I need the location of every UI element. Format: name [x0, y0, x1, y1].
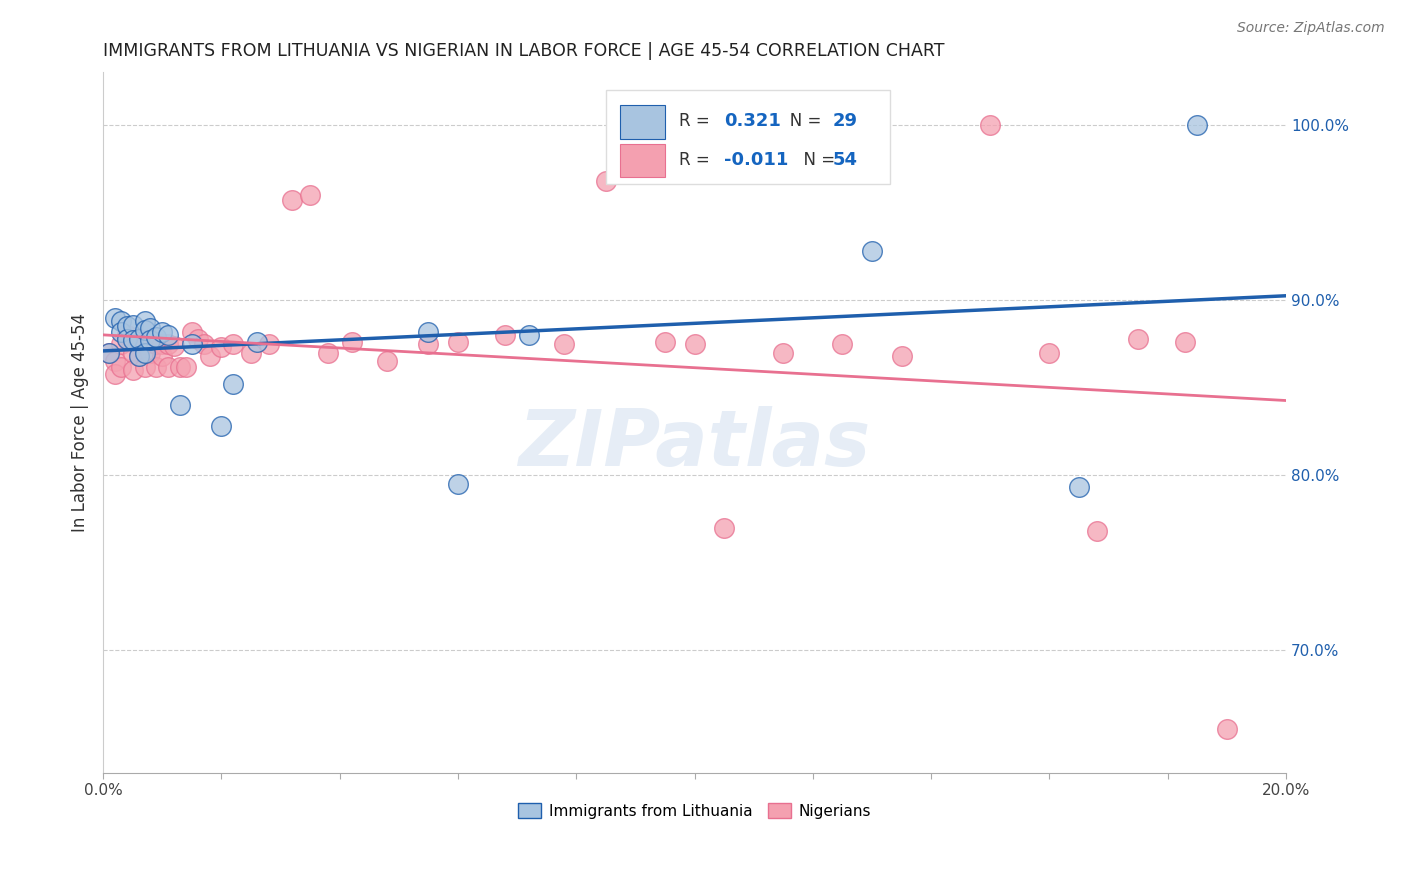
Point [222, 377, 245, 392]
Point [128, 349, 150, 363]
Point [98, 345, 121, 359]
Point [209, 340, 232, 354]
Point [128, 332, 150, 346]
Point [139, 332, 162, 346]
Point [139, 345, 162, 359]
Point [157, 359, 180, 374]
Point [134, 336, 156, 351]
Point [104, 354, 127, 368]
Point [1085, 524, 1108, 538]
Point [713, 521, 735, 535]
Point [553, 336, 575, 351]
Point [115, 319, 138, 334]
Point [187, 332, 209, 346]
Y-axis label: In Labor Force | Age 45-54: In Labor Force | Age 45-54 [72, 313, 89, 533]
Point [98, 345, 121, 359]
Point [115, 332, 138, 346]
Text: -0.011: -0.011 [724, 151, 789, 169]
FancyBboxPatch shape [620, 144, 665, 178]
Point [193, 336, 215, 351]
Point [209, 419, 232, 434]
Point [1067, 480, 1090, 494]
Point [139, 333, 162, 347]
Point [174, 359, 197, 374]
Point [654, 334, 676, 349]
Point [150, 336, 173, 351]
Text: 0.321: 0.321 [724, 112, 780, 130]
Point [222, 336, 245, 351]
Point [104, 367, 127, 381]
FancyBboxPatch shape [606, 90, 890, 185]
Point [145, 359, 167, 374]
Point [198, 349, 221, 363]
Point [375, 354, 398, 368]
Point [121, 333, 143, 347]
Point [595, 174, 617, 188]
Point [257, 336, 280, 351]
Point [418, 325, 440, 339]
Point [134, 359, 156, 374]
Point [145, 330, 167, 344]
Point [128, 332, 150, 346]
Point [163, 338, 186, 352]
Point [240, 345, 263, 359]
Point [316, 345, 339, 359]
Point [890, 349, 912, 363]
Point [169, 398, 191, 412]
Point [180, 336, 202, 351]
Point [180, 325, 202, 339]
Point [150, 349, 173, 363]
Point [157, 328, 180, 343]
Text: N =: N = [793, 151, 841, 169]
Point [128, 349, 150, 363]
Point [1174, 334, 1197, 349]
Point [979, 118, 1001, 132]
Point [110, 325, 132, 339]
Point [447, 476, 470, 491]
Point [1126, 332, 1149, 346]
Point [860, 244, 883, 258]
Text: R =: R = [679, 151, 716, 169]
Text: 54: 54 [832, 151, 858, 169]
Point [1216, 722, 1239, 736]
Point [517, 328, 540, 343]
Point [157, 336, 180, 351]
Text: IMMIGRANTS FROM LITHUANIA VS NIGERIAN IN LABOR FORCE | AGE 45-54 CORRELATION CHA: IMMIGRANTS FROM LITHUANIA VS NIGERIAN IN… [103, 42, 945, 60]
Point [121, 318, 143, 332]
Point [299, 188, 322, 202]
Legend: Immigrants from Lithuania, Nigerians: Immigrants from Lithuania, Nigerians [512, 797, 877, 824]
Point [246, 334, 269, 349]
Point [110, 359, 132, 374]
FancyBboxPatch shape [620, 105, 665, 139]
Point [115, 328, 138, 343]
Point [134, 323, 156, 337]
Point [115, 332, 138, 346]
Point [145, 336, 167, 351]
Point [772, 345, 794, 359]
Point [134, 314, 156, 328]
Point [150, 325, 173, 339]
Text: N =: N = [773, 112, 827, 130]
Point [110, 314, 132, 328]
Text: 29: 29 [832, 112, 858, 130]
Point [1187, 118, 1209, 132]
Point [134, 345, 156, 359]
Point [121, 363, 143, 377]
Point [494, 328, 516, 343]
Point [104, 310, 127, 325]
Point [169, 359, 191, 374]
Point [281, 193, 304, 207]
Point [1038, 345, 1060, 359]
Point [683, 336, 706, 351]
Point [121, 345, 143, 359]
Point [447, 334, 470, 349]
Text: R =: R = [679, 112, 716, 130]
Point [340, 334, 363, 349]
Point [418, 336, 440, 351]
Point [139, 321, 162, 335]
Text: ZIPatlas: ZIPatlas [519, 406, 870, 482]
Point [110, 336, 132, 351]
Point [831, 336, 853, 351]
Text: Source: ZipAtlas.com: Source: ZipAtlas.com [1237, 21, 1385, 35]
